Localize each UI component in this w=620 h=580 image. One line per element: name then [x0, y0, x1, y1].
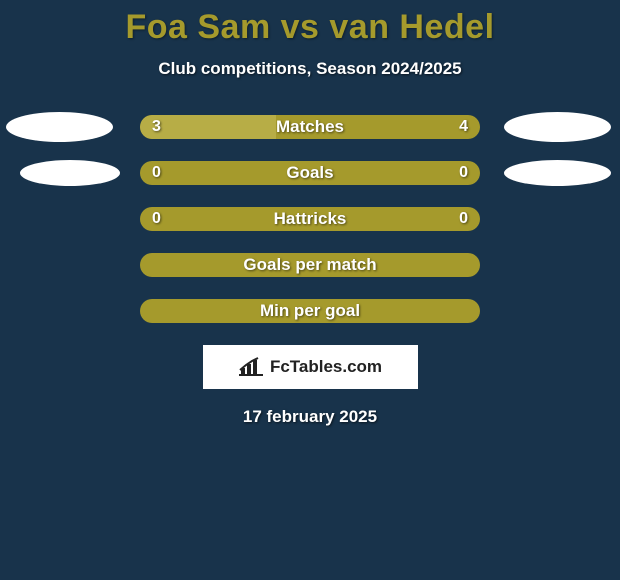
stat-right-value: 0 — [459, 207, 468, 231]
stat-label: Hattricks — [140, 207, 480, 231]
stat-bar: 0 Hattricks 0 — [140, 207, 480, 231]
chart-icon — [238, 356, 264, 378]
page-title: Foa Sam vs van Hedel — [0, 0, 620, 47]
player-left-oval — [20, 160, 120, 186]
logo-text: FcTables.com — [270, 357, 382, 377]
stat-right-value: 0 — [459, 161, 468, 185]
stat-row: 0 Hattricks 0 — [0, 207, 620, 231]
stat-row: Goals per match — [0, 253, 620, 277]
player-left-oval — [6, 112, 113, 142]
footer-date: 17 february 2025 — [0, 407, 620, 427]
stat-row: Min per goal — [0, 299, 620, 323]
stat-bar: 0 Goals 0 — [140, 161, 480, 185]
player-right-oval — [504, 160, 611, 186]
stat-label: Goals — [140, 161, 480, 185]
stat-label: Goals per match — [140, 253, 480, 277]
stat-rows: 3 Matches 4 0 Goals 0 0 Hattricks 0 — [0, 115, 620, 323]
stat-right-value: 4 — [459, 115, 468, 139]
stat-bar: 3 Matches 4 — [140, 115, 480, 139]
stat-row: 3 Matches 4 — [0, 115, 620, 139]
logo-box: FcTables.com — [203, 345, 418, 389]
stat-label: Min per goal — [140, 299, 480, 323]
page-subtitle: Club competitions, Season 2024/2025 — [0, 59, 620, 79]
stat-row: 0 Goals 0 — [0, 161, 620, 185]
stat-label: Matches — [140, 115, 480, 139]
player-right-oval — [504, 112, 611, 142]
stat-bar: Min per goal — [140, 299, 480, 323]
stat-bar: Goals per match — [140, 253, 480, 277]
